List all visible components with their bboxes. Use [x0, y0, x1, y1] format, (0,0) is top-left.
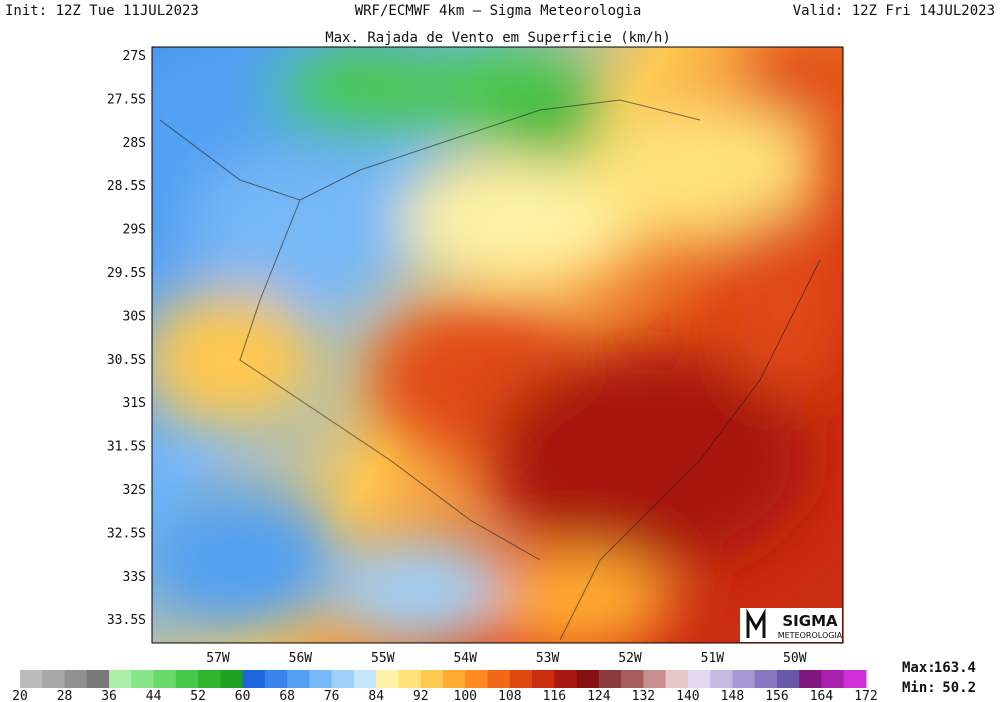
lat-label: 28S [123, 136, 146, 151]
model-name: WRF/ECMWF 4km — Sigma Meteorologia [355, 3, 642, 19]
colorbar-label: 20 [12, 689, 28, 702]
colorbar-box [621, 670, 644, 688]
colorbar-box [799, 670, 822, 688]
colorbar-box [309, 670, 333, 688]
colorbar-box [398, 670, 422, 688]
colorbar-box [821, 670, 845, 688]
init-time: Init: 12Z Tue 11JUL2023 [5, 3, 199, 19]
colorbar-box [598, 670, 622, 688]
colorbar-box [643, 670, 667, 688]
colorbar-box [665, 670, 689, 688]
logo-name: SIGMA [782, 612, 838, 630]
lat-label: 27.5S [107, 92, 146, 107]
colorbar-box [86, 670, 110, 688]
min-label: Min: [902, 680, 936, 696]
colorbar-label: 100 [454, 689, 477, 702]
colorbar-label: 164 [810, 689, 834, 702]
colorbar-box [687, 670, 711, 688]
map-title: Max. Rajada de Vento em Superficie (km/h… [325, 30, 671, 46]
logo-sub: METEOROLOGIA [778, 631, 843, 640]
lat-label: 32S [123, 483, 146, 498]
colorbar-box [287, 670, 310, 688]
colorbar-box [376, 670, 399, 688]
colorbar-label: 60 [235, 689, 251, 702]
colorbar-box [576, 670, 600, 688]
colorbar-box [776, 670, 800, 688]
colorbar-box [242, 670, 266, 688]
colorbar-label: 76 [324, 689, 340, 702]
colorbar-box [487, 670, 511, 688]
lat-label: 30S [123, 309, 146, 324]
lon-label: 53W [536, 651, 560, 666]
colorbar-box [220, 670, 244, 688]
min-value: 50.2 [942, 680, 976, 696]
colorbar-label: 92 [413, 689, 429, 702]
lon-label: 52W [618, 651, 642, 666]
colorbar-label: 140 [676, 689, 699, 702]
lat-label: 33S [123, 570, 146, 585]
colorbar-label: 108 [498, 689, 521, 702]
wind-field [152, 47, 843, 643]
lon-label: 55W [371, 651, 395, 666]
lat-label: 31S [123, 396, 146, 411]
colorbar-box [420, 670, 444, 688]
colorbar-label: 68 [279, 689, 295, 702]
colorbar-label: 84 [368, 689, 384, 702]
colorbar-box [532, 670, 555, 688]
colorbar-label: 124 [587, 689, 611, 702]
colorbar-label: 44 [146, 689, 162, 702]
colorbar-box [353, 670, 377, 688]
colorbar-box [331, 670, 355, 688]
max-label: Max: [902, 660, 936, 676]
colorbar-box [732, 670, 756, 688]
colorbar-box [465, 670, 489, 688]
colorbar-label: 148 [721, 689, 744, 702]
lon-label: 56W [289, 651, 313, 666]
lon-label: 50W [783, 651, 807, 666]
colorbar-label: 156 [765, 689, 788, 702]
lon-label: 51W [701, 651, 725, 666]
lat-label: 33.5S [107, 613, 146, 628]
colorbar-box [131, 670, 155, 688]
colorbar-box [554, 670, 578, 688]
colorbar-box [42, 670, 66, 688]
lon-label: 57W [206, 651, 230, 666]
colorbar-box [710, 670, 733, 688]
lat-label: 31.5S [107, 440, 146, 455]
valid-time: Valid: 12Z Fri 14JUL2023 [793, 3, 995, 19]
colorbar-label: 28 [57, 689, 73, 702]
colorbar-label: 36 [101, 689, 117, 702]
colorbar-box [509, 670, 533, 688]
colorbar-label: 172 [854, 689, 877, 702]
max-value: 163.4 [934, 660, 976, 676]
lat-label: 29S [123, 223, 146, 238]
lat-label: 28.5S [107, 179, 146, 194]
lat-label: 29.5S [107, 266, 146, 281]
lon-label: 54W [453, 651, 477, 666]
colorbar-box [754, 670, 778, 688]
colorbar-box [843, 670, 867, 688]
colorbar-box [264, 670, 288, 688]
lat-label: 30.5S [107, 353, 146, 368]
colorbar-box [64, 670, 88, 688]
lat-label: 32.5S [107, 526, 146, 541]
colorbar-box [175, 670, 199, 688]
colorbar-label: 52 [190, 689, 206, 702]
colorbar-box [20, 670, 43, 688]
lat-label: 27S [123, 49, 146, 64]
colorbar-label: 132 [632, 689, 655, 702]
colorbar-box [109, 670, 132, 688]
colorbar-box [153, 670, 177, 688]
colorbar-box [198, 670, 221, 688]
colorbar-label: 116 [543, 689, 566, 702]
colorbar-box [443, 670, 466, 688]
